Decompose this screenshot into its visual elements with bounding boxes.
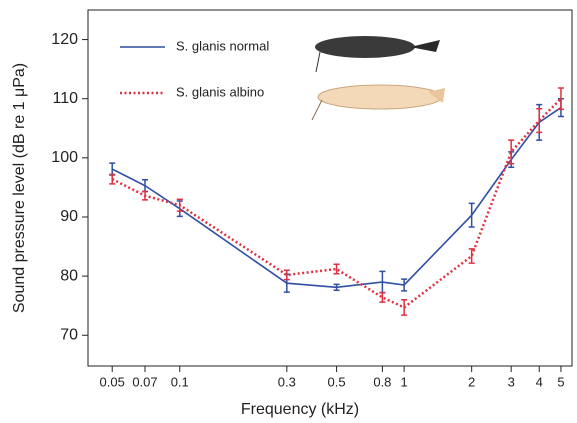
plot-frame [87, 9, 573, 367]
error-bar [176, 198, 183, 212]
error-bar [468, 248, 475, 264]
fish-albino [311, 84, 445, 121]
error-bar [141, 190, 148, 201]
legend-label: S. glanis albino [176, 84, 264, 99]
error-bar [557, 87, 564, 111]
x-tick-label: 5 [557, 374, 564, 389]
error-bar [508, 139, 515, 165]
error-bar [379, 291, 386, 303]
y-tick-label: 110 [52, 90, 78, 107]
y-tick-label: 70 [60, 326, 78, 343]
error-bar [401, 278, 408, 292]
x-tick-label: 4 [536, 374, 543, 389]
fish-normal [315, 36, 440, 73]
x-tick-label: 3 [508, 374, 515, 389]
x-tick-label: 0.07 [132, 374, 157, 389]
y-tick-label: 120 [51, 31, 78, 48]
error-bar [401, 299, 408, 316]
x-tick-label: 2 [468, 374, 475, 389]
legend-label: S. glanis normal [176, 38, 269, 53]
x-axis-label: Frequency (kHz) [241, 401, 359, 418]
x-tick-label: 1 [401, 374, 408, 389]
error-bar [333, 283, 340, 292]
x-tick-label: 0.1 [171, 374, 189, 389]
error-bar [536, 108, 543, 134]
error-bar [141, 178, 148, 193]
error-bar [109, 162, 116, 176]
x-tick-label: 0.05 [100, 374, 125, 389]
error-bar [109, 173, 116, 185]
y-tick-label: 80 [60, 267, 78, 284]
series-line [111, 106, 562, 289]
x-tick-label: 0.8 [373, 374, 391, 389]
x-tick-label: 0.3 [278, 374, 296, 389]
y-tick-label: 90 [60, 208, 78, 225]
y-axis-label: Sound pressure level (dB re 1 μPa) [11, 63, 28, 313]
x-tick-label: 0.5 [328, 374, 346, 389]
error-bar [283, 269, 290, 281]
error-bar [468, 202, 475, 228]
error-bar [333, 263, 340, 275]
y-tick-label: 100 [51, 149, 78, 166]
